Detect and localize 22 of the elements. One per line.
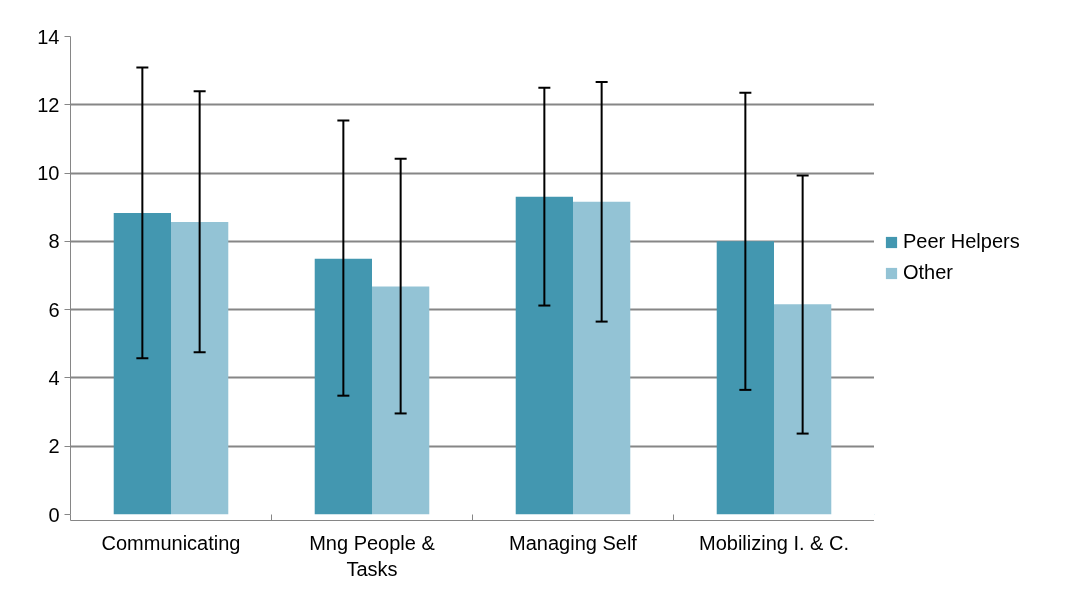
bar bbox=[372, 286, 430, 515]
legend-label: Other bbox=[903, 261, 954, 284]
bar bbox=[113, 213, 171, 515]
y-tick-label: 10 bbox=[37, 162, 60, 185]
bar bbox=[716, 241, 774, 515]
bar bbox=[573, 201, 631, 515]
x-tick-label: Mng People & Tasks bbox=[309, 531, 436, 580]
x-tick-label: Mobilizing I. & C. bbox=[698, 531, 850, 554]
y-tick-label: 14 bbox=[37, 25, 60, 48]
y-tick-label: 4 bbox=[48, 366, 60, 389]
y-tick-label: 2 bbox=[48, 435, 60, 458]
x-tick-label: Managing Self bbox=[509, 531, 638, 554]
bar bbox=[314, 258, 372, 515]
bar bbox=[171, 221, 229, 515]
bar bbox=[515, 196, 573, 515]
y-tick-label: 6 bbox=[48, 298, 60, 321]
y-tick-label: 12 bbox=[37, 93, 60, 116]
y-tick-label: 8 bbox=[48, 230, 60, 253]
bar bbox=[774, 304, 832, 515]
legend-label: Peer Helpers bbox=[903, 230, 1020, 253]
y-tick-label: 0 bbox=[48, 503, 60, 526]
x-tick-label: Communicating bbox=[101, 531, 241, 554]
